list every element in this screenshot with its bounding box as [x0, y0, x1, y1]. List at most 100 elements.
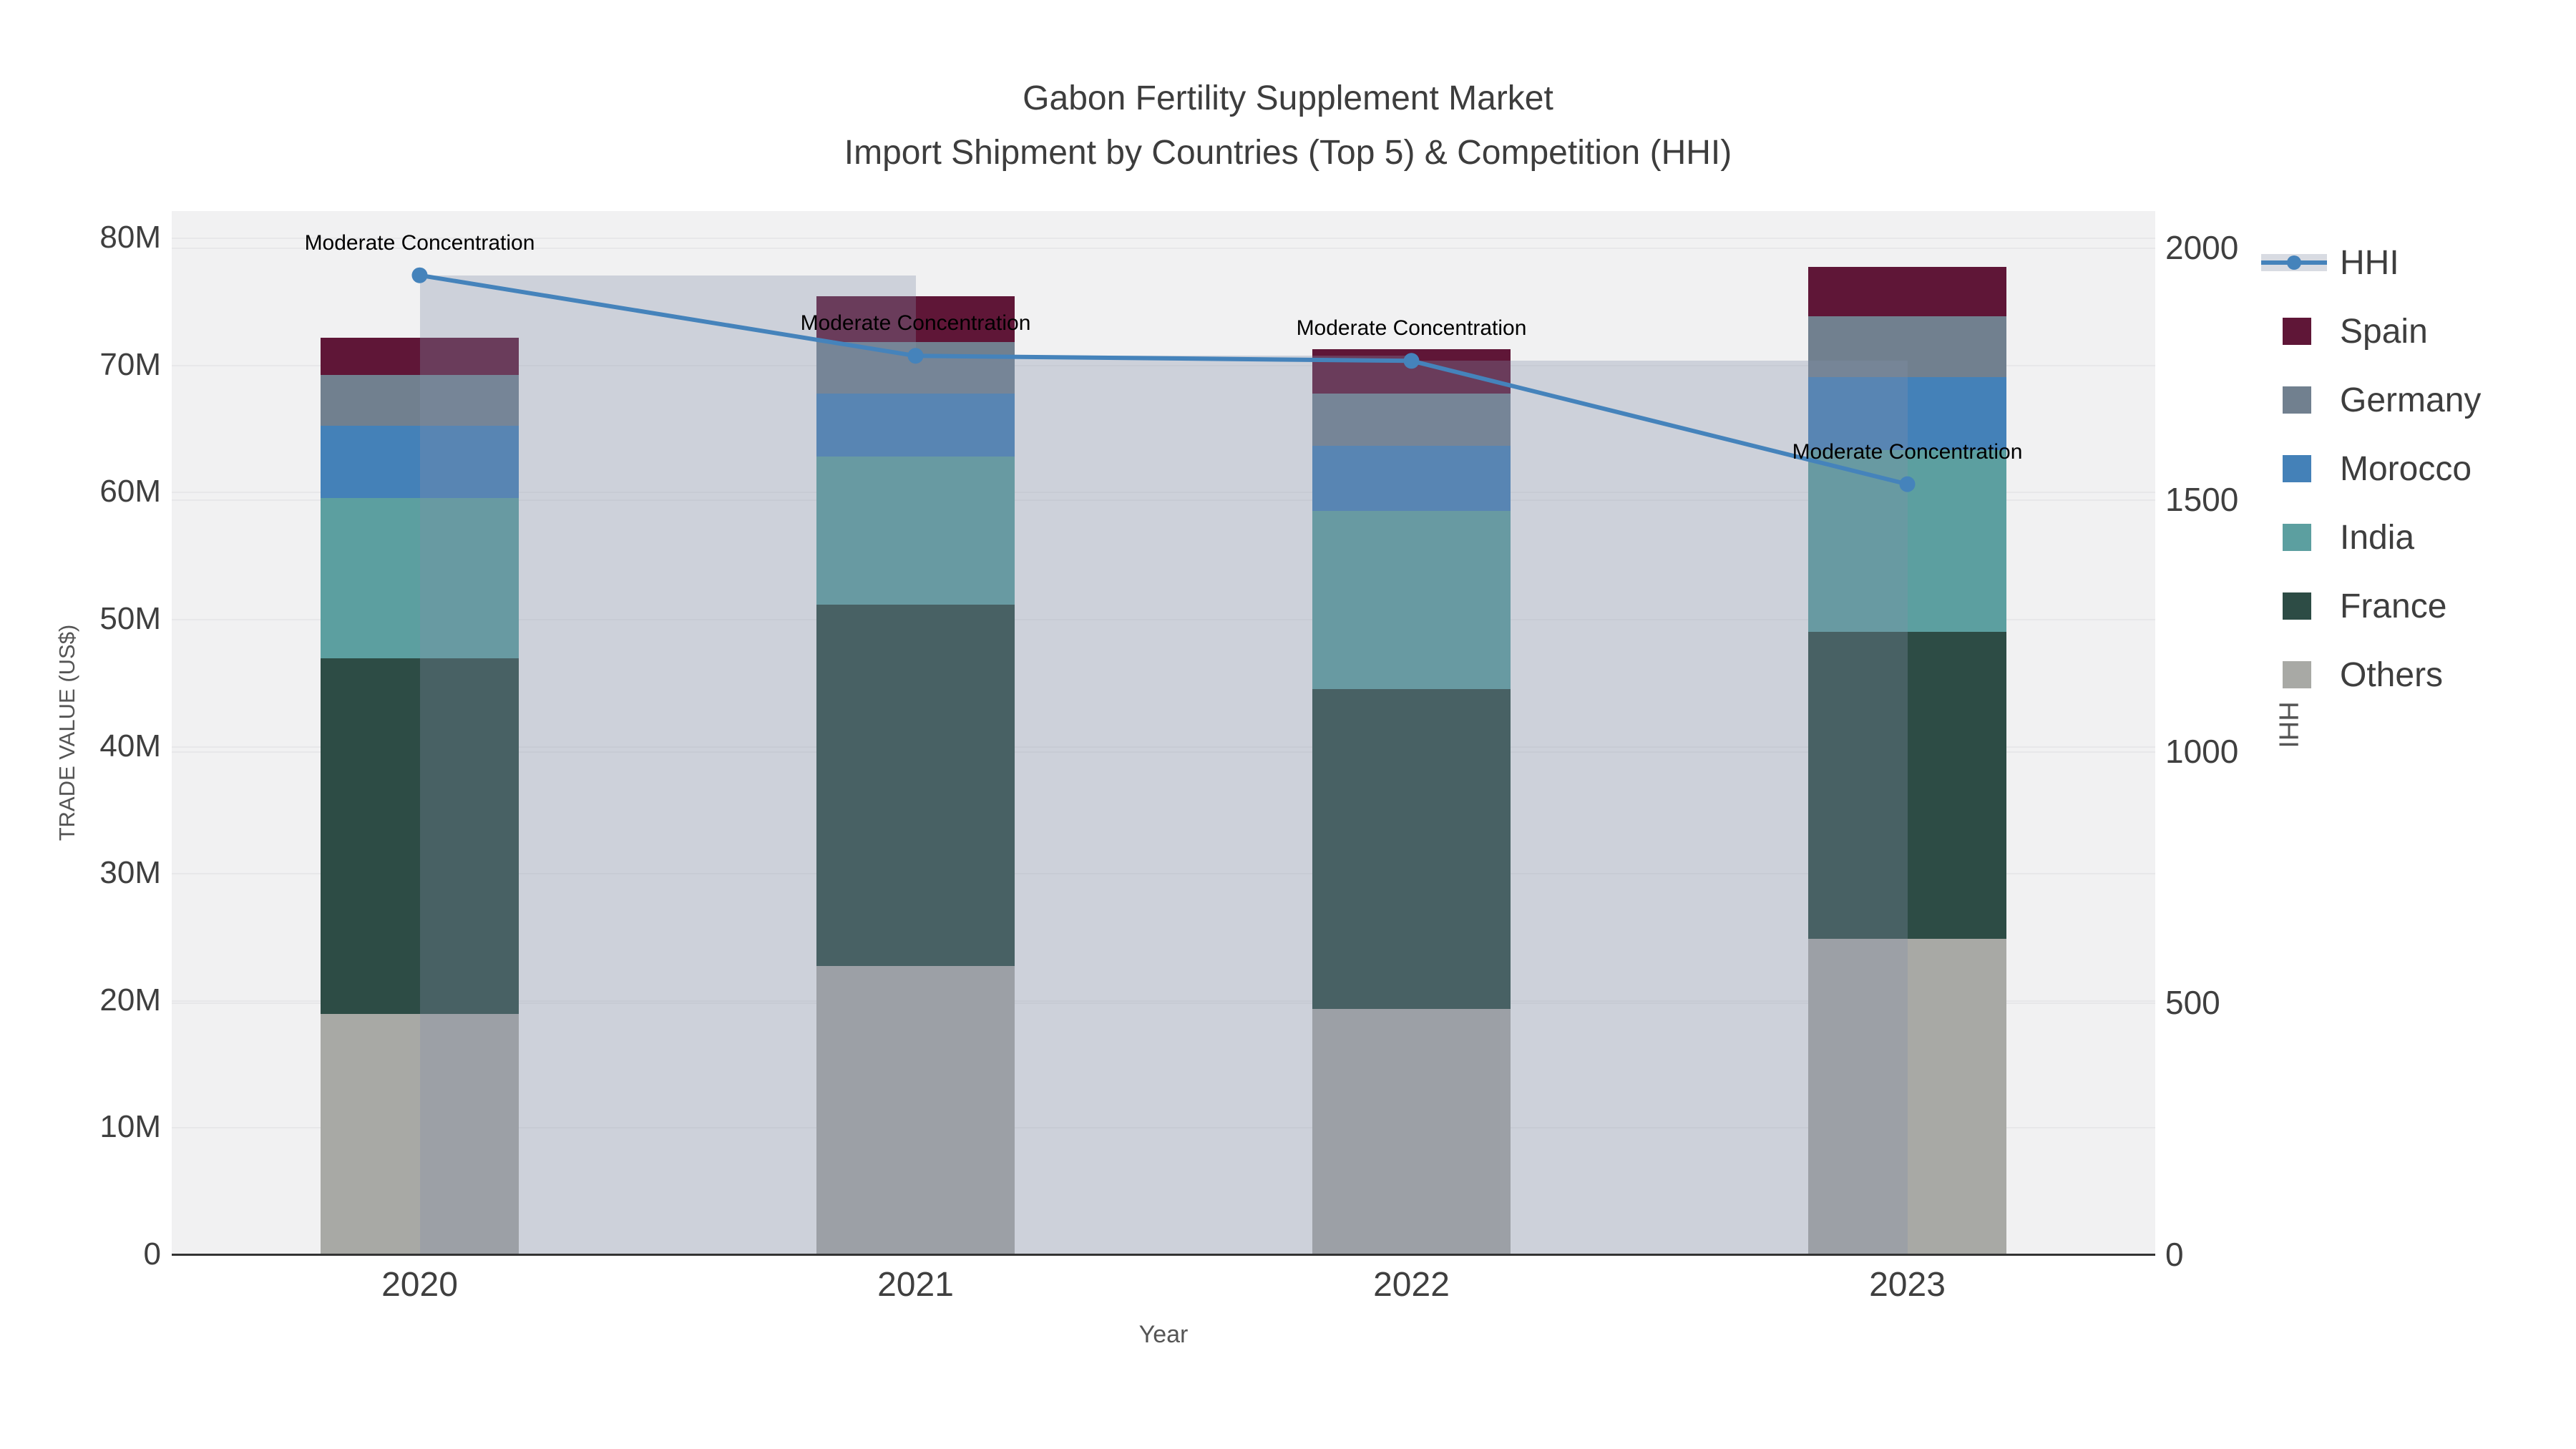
bar-segment-others-2020 [321, 1014, 519, 1254]
y-left-tick-0: 0 [143, 1236, 161, 1272]
hhi-band-2022 [1411, 361, 1908, 1254]
bar-segment-france-2020 [321, 658, 519, 1015]
annotation-2023: Moderate Concentration [1792, 439, 2023, 464]
bar-segment-france-2022 [1312, 688, 1511, 1010]
annotation-2021: Moderate Concentration [800, 311, 1031, 336]
legend-label-others: Others [2340, 655, 2444, 694]
y-right-tick-2000: 2000 [2165, 229, 2239, 266]
hhi-marker-2022 [1403, 353, 1420, 369]
legend-item-spain[interactable]: Spain [2261, 312, 2481, 351]
annotation-2020: Moderate Concentration [304, 230, 535, 255]
bar-segment-morocco-2022 [1312, 446, 1511, 511]
y-axis-title-left: TRADE VALUE (US$) [54, 624, 79, 841]
others-color-swatch-icon [2283, 661, 2311, 688]
spain-swatch-icon [2261, 313, 2327, 350]
y-right-tick-1500: 1500 [2165, 480, 2239, 518]
y-left-tick-80M: 80M [99, 220, 161, 255]
x-tick-2023: 2023 [1869, 1266, 1946, 1304]
legend-label-morocco: Morocco [2340, 449, 2472, 488]
y-left-tick-40M: 40M [99, 728, 161, 763]
bar-segment-others-2021 [816, 965, 1015, 1254]
x-tick-2021: 2021 [877, 1266, 954, 1304]
gridline-left-axis [172, 746, 2155, 748]
bar-segment-germany-2023 [1808, 316, 2006, 378]
y-left-tick-60M: 60M [99, 474, 161, 509]
bar-segment-morocco-2023 [1808, 377, 2006, 450]
bar-segment-india-2020 [321, 498, 519, 658]
y-right-tick-0: 0 [2165, 1236, 2184, 1273]
hhi-marker-2021 [907, 348, 924, 364]
bar-segment-morocco-2021 [816, 394, 1015, 457]
others-swatch-icon [2261, 656, 2327, 693]
y-right-tick-1000: 1000 [2165, 732, 2239, 770]
bar-segment-india-2022 [1312, 510, 1511, 689]
chart-title-line2: Import Shipment by Countries (Top 5) & C… [844, 134, 1732, 172]
legend-label-india: India [2340, 518, 2415, 557]
gridline-left-axis [172, 492, 2155, 494]
spain-color-swatch-icon [2283, 318, 2311, 345]
hhi-marker-dot-icon [2287, 255, 2301, 270]
gridline-left-axis [172, 238, 2155, 239]
germany-color-swatch-icon [2283, 386, 2311, 414]
x-axis-line [172, 1254, 2155, 1256]
bar-segment-spain-2021 [816, 296, 1015, 342]
legend-item-france[interactable]: France [2261, 587, 2481, 625]
legend-item-germany[interactable]: Germany [2261, 381, 2481, 419]
india-swatch-icon [2261, 519, 2327, 556]
legend-label-hhi: HHI [2340, 243, 2399, 282]
chart-title-line1: Gabon Fertility Supplement Market [1023, 79, 1553, 117]
x-tick-2020: 2020 [381, 1266, 458, 1304]
france-color-swatch-icon [2283, 592, 2311, 620]
morocco-color-swatch-icon [2283, 455, 2311, 482]
bar-segment-spain-2020 [321, 338, 519, 375]
y-left-tick-50M: 50M [99, 600, 161, 636]
hhi-band-2021 [915, 356, 1412, 1254]
gridline-right-axis [172, 248, 2155, 249]
bar-segment-france-2023 [1808, 631, 2006, 940]
bar-segment-spain-2023 [1808, 266, 2006, 317]
y-right-tick-500: 500 [2165, 984, 2220, 1022]
france-swatch-icon [2261, 587, 2327, 625]
y-left-tick-10M: 10M [99, 1109, 161, 1145]
gridline-left-axis [172, 364, 2155, 366]
bar-segment-germany-2022 [1312, 394, 1511, 447]
y-left-tick-70M: 70M [99, 346, 161, 382]
gridline-left-axis [172, 618, 2155, 620]
x-axis-title: Year [1138, 1321, 1189, 1348]
gridline-left-axis [172, 873, 2155, 875]
legend-item-others[interactable]: Others [2261, 655, 2481, 694]
legend-item-hhi[interactable]: HHI [2261, 243, 2481, 282]
hhi-line [411, 267, 1916, 492]
bar-segment-morocco-2020 [321, 425, 519, 499]
legend-label-france: France [2340, 587, 2447, 625]
bar-segment-france-2021 [816, 605, 1015, 966]
gridline-right-axis [172, 1002, 2155, 1005]
hhi-marker-2020 [411, 267, 428, 283]
bar-segment-germany-2020 [321, 374, 519, 426]
bar-segment-india-2021 [816, 456, 1015, 605]
hhi-band-2020 [419, 275, 916, 1254]
y-left-tick-20M: 20M [99, 982, 161, 1018]
legend-label-spain: Spain [2340, 312, 2428, 351]
gridline-left-axis [172, 1000, 2155, 1002]
chart-title: Gabon Fertility Supplement Market Import… [0, 72, 2576, 180]
legend: HHI Spain Germany Morocco India France Others [2261, 244, 2481, 725]
gridline-right-axis [172, 499, 2155, 501]
hhi-line-swatch-icon [2261, 244, 2327, 281]
hhi-marker-2023 [1899, 476, 1916, 492]
legend-label-germany: Germany [2340, 381, 2482, 419]
gridline-left-axis [172, 1127, 2155, 1129]
morocco-swatch-icon [2261, 450, 2327, 487]
india-color-swatch-icon [2283, 524, 2311, 551]
legend-item-morocco[interactable]: Morocco [2261, 449, 2481, 488]
bar-segment-others-2023 [1808, 939, 2006, 1254]
x-tick-2022: 2022 [1373, 1266, 1450, 1304]
legend-item-india[interactable]: India [2261, 518, 2481, 557]
annotation-2022: Moderate Concentration [1296, 316, 1527, 341]
plot-area: Moderate Concentration Moderate Concentra… [172, 211, 2155, 1254]
y-left-tick-30M: 30M [99, 855, 161, 891]
bar-segment-others-2022 [1312, 1009, 1511, 1254]
germany-swatch-icon [2261, 381, 2327, 419]
gridline-right-axis [172, 751, 2155, 753]
